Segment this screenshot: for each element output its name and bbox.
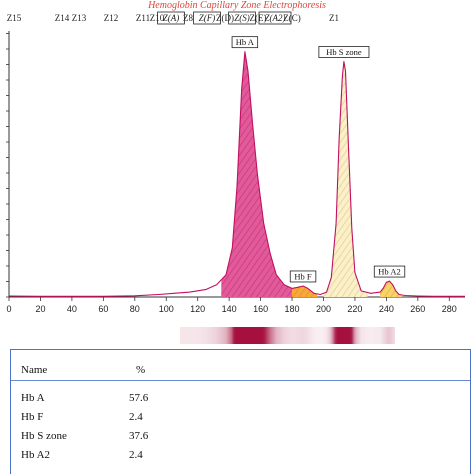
zone-label: Z15 — [7, 13, 22, 23]
peak-label: Hb A — [236, 37, 255, 47]
results-table: Name % Hb A 57.6 Hb F 2.4 Hb S zone 37.6… — [10, 349, 471, 474]
zone-label: Z11 — [136, 13, 150, 23]
x-tick-label: 260 — [410, 304, 425, 314]
zone-box — [157, 11, 185, 25]
table-row: Hb S zone 37.6 — [11, 430, 470, 449]
row-name: Hb F — [21, 411, 44, 423]
peak-label: Hb S zone — [326, 47, 362, 57]
peak-fill — [292, 286, 318, 297]
peak-fills — [221, 51, 403, 298]
zone-box — [193, 11, 221, 25]
peak-label-box — [373, 265, 406, 278]
peak-fill — [323, 61, 368, 297]
header-name: Name — [21, 364, 48, 376]
row-value: 57.6 — [129, 392, 149, 404]
x-tick-label: 160 — [253, 304, 268, 314]
zone-label: Z(A) — [163, 13, 180, 23]
x-tick-label: 40 — [67, 304, 77, 314]
x-tick-label: 180 — [285, 304, 300, 314]
row-name: Hb S zone — [21, 430, 67, 442]
peak-labels: Hb A Hb F Hb S zone Hb A2 — [231, 36, 406, 283]
x-tick-label: 140 — [222, 304, 237, 314]
peak-label-box — [231, 36, 259, 49]
x-tick-label: 240 — [379, 304, 394, 314]
zone-label: Z(E) — [250, 13, 267, 23]
x-tick-label: 120 — [190, 304, 205, 314]
gel-band — [180, 327, 395, 344]
header-percent: % — [136, 364, 146, 376]
x-tick-label: 60 — [98, 304, 108, 314]
x-tick-label: 220 — [347, 304, 362, 314]
header-divider — [11, 380, 470, 381]
chart-title: Hemoglobin Capillary Zone Electrophoresi… — [147, 0, 326, 11]
x-tick-label: 0 — [6, 304, 11, 314]
peak-label: Hb A2 — [378, 267, 400, 277]
peak-label: Hb F — [294, 271, 312, 281]
x-tick-label: 80 — [130, 304, 140, 314]
zone-label: Z14 — [55, 13, 70, 23]
x-tick-label: 200 — [316, 304, 331, 314]
peak-fill — [221, 51, 293, 298]
row-value: 2.4 — [129, 449, 143, 461]
electrophoresis-chart: Hemoglobin Capillary Zone Electrophoresi… — [6, 0, 465, 344]
zone-box — [228, 11, 256, 25]
zone-label: Z8 — [183, 13, 193, 23]
zone-label: Z(A2) — [265, 13, 286, 23]
table-row: Hb F 2.4 — [11, 411, 470, 430]
zone-label: Z(S) — [234, 13, 250, 23]
axes: 0 20 40 60 80 100 120 140 160 180 200 220 240 260 280 — [6, 31, 465, 314]
zone-box — [258, 11, 292, 25]
x-tick-label: 280 — [442, 304, 457, 314]
peak-label-box — [289, 270, 317, 283]
zone-label: Z13 — [72, 13, 87, 23]
gel-band-strip — [180, 327, 395, 344]
zone-label: Z(D) — [216, 13, 234, 23]
zone-label: Z(F) — [199, 13, 216, 23]
zone-label: Z1 — [329, 13, 339, 23]
zone-label: Z(C) — [283, 13, 301, 23]
trace-line — [8, 51, 465, 297]
row-value: 37.6 — [129, 430, 149, 442]
table-row: Hb A2 2.4 — [11, 449, 470, 468]
table-row: Hb A 57.6 — [11, 392, 470, 411]
x-tick-label: 20 — [35, 304, 45, 314]
zone-label: Z12 — [104, 13, 119, 23]
row-value: 2.4 — [129, 411, 143, 423]
row-name: Hb A2 — [21, 449, 51, 461]
x-tick-label: 100 — [159, 304, 174, 314]
peak-fill — [380, 281, 403, 297]
row-name: Hb A — [21, 392, 45, 404]
trace — [8, 51, 465, 297]
peak-label-box — [318, 46, 370, 58]
